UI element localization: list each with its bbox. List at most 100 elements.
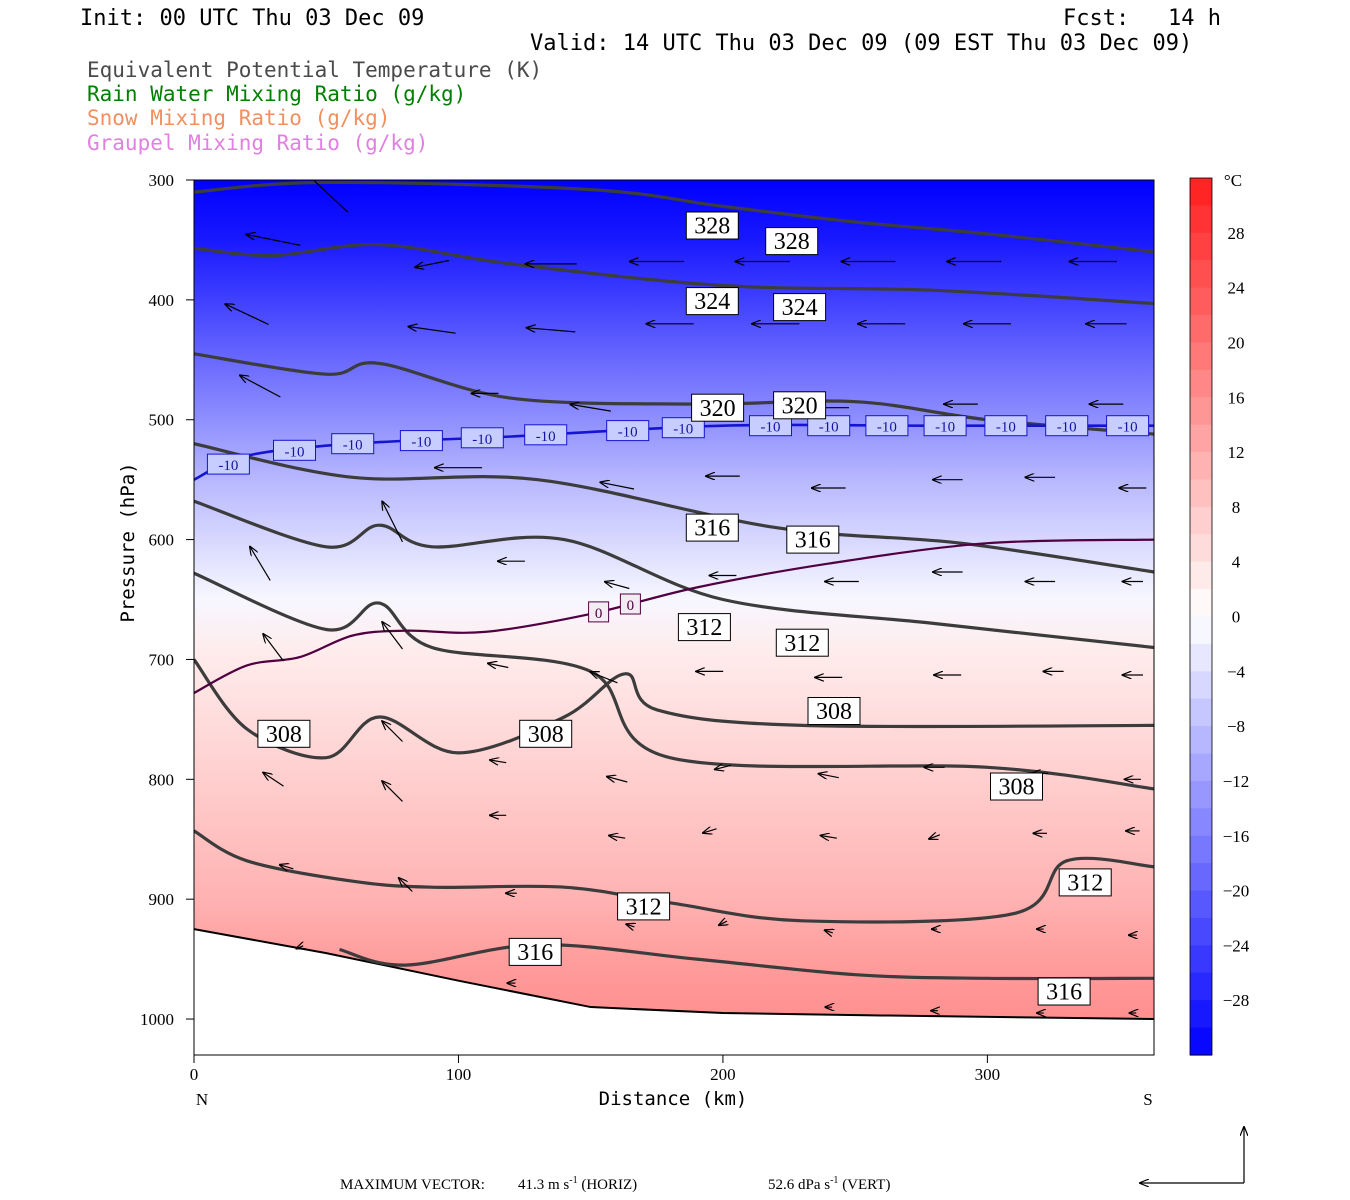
plot-frame (193, 179, 1155, 1056)
isotherm-label-minus10: -10 (923, 415, 967, 437)
colorbar-swatch (1190, 424, 1212, 453)
theta-e-contour-312 (194, 571, 1154, 791)
svg-text:308: 308 (528, 722, 564, 748)
wind-vector (600, 482, 635, 490)
forecast-hour: 14 h (1168, 6, 1221, 31)
svg-text:-10: -10 (673, 422, 693, 438)
colorbar-swatch (1190, 616, 1212, 645)
colorbar-swatch (1190, 369, 1212, 398)
theta-e-label: 316 (786, 525, 840, 554)
temperature-shading (194, 180, 1154, 1055)
wind-vector (570, 404, 611, 412)
colorbar-swatch (1190, 287, 1212, 316)
wind-vector (250, 547, 271, 581)
theta-e-label: 312 (1058, 868, 1112, 897)
theta-e-label: 324 (685, 287, 739, 315)
colorbar-label: 16 (1228, 388, 1245, 407)
wind-vector (382, 721, 403, 742)
svg-text:-10: -10 (1118, 420, 1138, 436)
wind-vector (280, 865, 294, 869)
wind-vectors (225, 180, 1147, 1013)
colorbar-label: 0 (1232, 608, 1241, 627)
max-vector-label: MAXIMUM VECTOR: (340, 1177, 485, 1193)
legend-graupel-mixing-ratio: Graupel Mixing Ratio (g/kg) (87, 131, 429, 155)
theta-e-contour-316 (194, 499, 1154, 650)
svg-text:312: 312 (626, 895, 662, 921)
colorbar-swatch (1190, 232, 1212, 261)
svg-text:-10: -10 (935, 420, 955, 436)
colorbar-label: −4 (1227, 662, 1246, 681)
colorbar-swatch (1190, 479, 1212, 508)
valid-time: Valid: 14 UTC Thu 03 Dec 09 (09 EST Thu … (530, 31, 1193, 56)
colorbar-swatch (1190, 1027, 1212, 1056)
colorbar-swatch (1190, 726, 1212, 755)
theta-e-label: 308 (519, 719, 573, 748)
y-tick-label: 600 (149, 531, 175, 550)
isotherm-zero (194, 538, 1154, 694)
theta-e-label: 316 (508, 937, 562, 966)
colorbar-label: −28 (1223, 991, 1250, 1010)
y-tick-label: 300 (149, 171, 175, 190)
theta-e-label: 328 (685, 211, 739, 240)
x-tick-label: 200 (710, 1065, 736, 1084)
wind-vector (488, 663, 509, 667)
svg-text:316: 316 (517, 940, 553, 966)
wind-vector (408, 327, 456, 334)
svg-text:-10: -10 (761, 420, 781, 436)
isotherm-label-minus10: -10 (331, 433, 375, 455)
svg-text:316: 316 (1046, 980, 1082, 1006)
wind-vector (240, 375, 281, 398)
svg-text:312: 312 (784, 631, 820, 657)
contour-labels: -10 -10 -10 -10 -10 -10 -10 -10 -10 -10 -10 -10 -10 -… (206, 211, 1150, 1006)
colorbar-unit: °C (1224, 171, 1242, 190)
terrain-mask (194, 928, 1154, 1055)
wind-vector (821, 836, 837, 839)
wind-vector (590, 672, 618, 684)
svg-text:-10: -10 (343, 438, 363, 454)
wind-vector (263, 773, 284, 787)
wind-vector (296, 946, 303, 949)
colorbar-swatch (1190, 589, 1212, 618)
colorbar-label: 8 (1232, 498, 1241, 517)
colorbar-swatch (1190, 945, 1212, 974)
wind-vector (246, 235, 301, 246)
theta-e-label: 324 (773, 293, 827, 321)
colorbar-swatch (1190, 835, 1212, 864)
x-tick-label: 300 (975, 1065, 1001, 1084)
wind-vector (819, 774, 839, 778)
colorbar-label: 4 (1232, 553, 1241, 572)
isotherm-label-minus10: -10 (1106, 415, 1150, 437)
svg-text:-10: -10 (877, 420, 897, 436)
colorbar-swatch (1190, 397, 1212, 426)
terrain-line (194, 928, 1154, 1021)
legend-snow-mixing-ratio: Snow Mixing Ratio (g/kg) (87, 106, 391, 130)
colorbar-swatch (1190, 808, 1212, 837)
theta-e-label: 312 (775, 628, 829, 657)
svg-text:308: 308 (999, 775, 1035, 801)
isotherm-label-minus10: -10 (984, 415, 1028, 437)
theta-e-contour-320 (194, 442, 1154, 574)
theta-e-contours (194, 180, 1154, 981)
wind-vector (399, 878, 413, 892)
colorbar-label: −20 (1223, 882, 1250, 901)
theta-e-label: 308 (257, 719, 311, 748)
svg-text:316: 316 (694, 516, 730, 542)
colorbar-swatch (1190, 1000, 1212, 1029)
max-vector-vert: 52.6 dPa s-1 (VERT) (768, 1175, 891, 1193)
svg-text:320: 320 (700, 396, 736, 422)
colorbar-swatch (1190, 972, 1212, 1001)
x-tick-label: 100 (446, 1065, 472, 1084)
y-axis-title: Pressure (hPa) (117, 462, 139, 622)
y-tick-label: 800 (149, 770, 175, 789)
colorbar-label: −16 (1223, 827, 1250, 846)
isotherm-label-minus10: -10 (865, 415, 909, 437)
theta-e-contour-308 (194, 658, 1154, 760)
wind-vector (719, 921, 727, 925)
wind-vector (703, 829, 717, 833)
svg-text:-10: -10 (1057, 420, 1077, 436)
theta-e-label: 308 (807, 697, 861, 725)
max-vector-horiz: 41.3 m s-1 (HORIZ) (518, 1175, 638, 1193)
wind-vector (825, 930, 833, 933)
wind-vector (929, 835, 941, 839)
